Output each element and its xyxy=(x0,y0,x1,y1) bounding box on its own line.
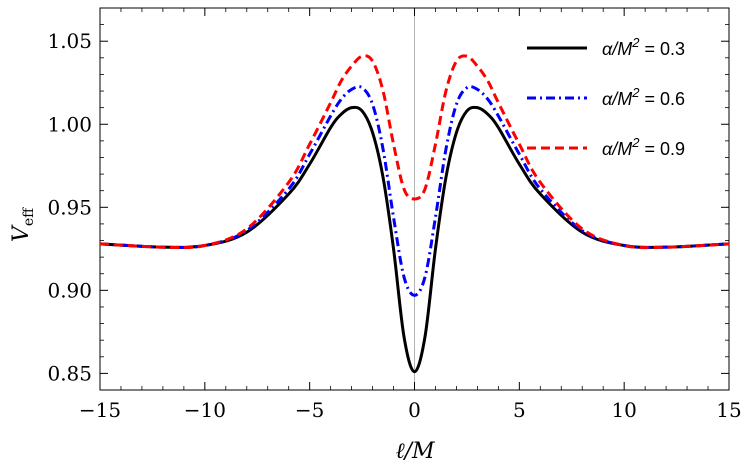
y-tick-label: 0.90 xyxy=(47,278,92,302)
series-line-1 xyxy=(99,105,730,374)
x-tick-label: 0 xyxy=(408,398,421,422)
legend-label-1: α/M2 = 0.3 xyxy=(602,35,685,59)
x-tick-label: −5 xyxy=(295,398,324,422)
x-tick-label: 5 xyxy=(513,398,526,422)
x-tick-label: 10 xyxy=(611,398,636,422)
y-tick-label: 1.00 xyxy=(47,112,92,136)
x-axis-ticks: −15 −10 −5 0 5 10 15 xyxy=(79,8,742,422)
y-axis-title: Veff xyxy=(9,207,37,242)
series-line-2 xyxy=(99,85,730,297)
series-group xyxy=(99,54,730,374)
x-tick-label: −10 xyxy=(184,398,226,422)
legend: α/M2 = 0.3 α/M2 = 0.6 α/M2 = 0.9 xyxy=(527,35,685,159)
y-axis-title-main: V xyxy=(9,224,34,242)
x-axis-title: ℓ/M xyxy=(395,439,435,464)
x-tick-label: 15 xyxy=(716,398,741,422)
x-tick-label: −15 xyxy=(79,398,121,422)
svg-text:Veff: Veff xyxy=(9,207,37,242)
y-tick-label: 1.05 xyxy=(47,29,92,53)
y-tick-label: 0.95 xyxy=(47,195,92,219)
series-line-3 xyxy=(99,54,730,250)
legend-label-2: α/M2 = 0.6 xyxy=(602,85,685,109)
y-axis-title-sub: eff xyxy=(21,207,37,226)
y-axis-ticks: 0.85 0.90 0.95 1.00 1.05 xyxy=(47,7,729,391)
y-tick-label: 0.85 xyxy=(47,361,92,385)
legend-label-3: α/M2 = 0.9 xyxy=(602,135,685,159)
